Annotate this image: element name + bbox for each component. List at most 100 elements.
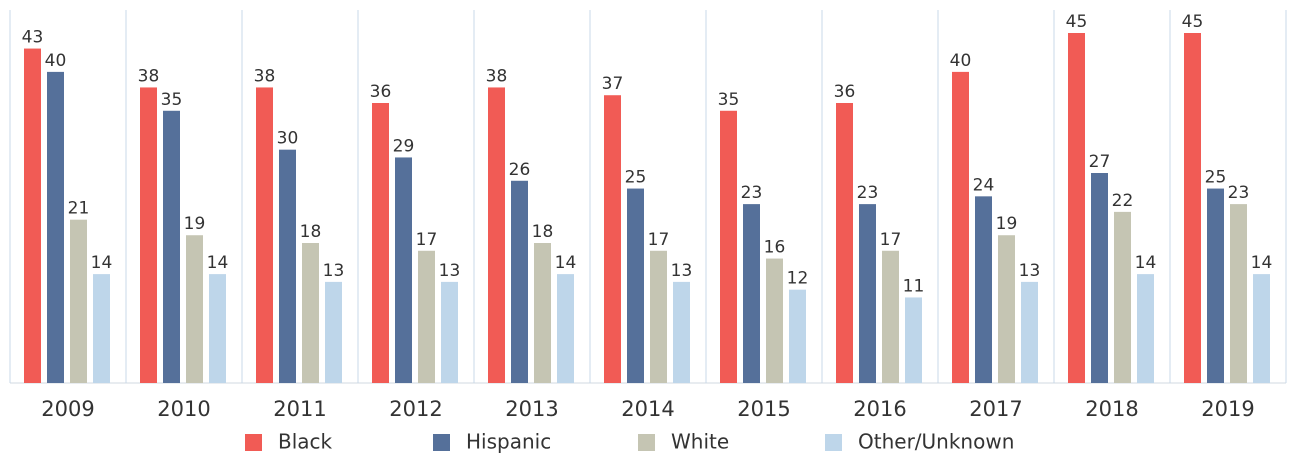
bar — [140, 87, 157, 383]
data-label: 24 — [973, 175, 995, 195]
x-tick-label: 2018 — [1085, 397, 1138, 421]
x-tick-label: 2011 — [273, 397, 326, 421]
data-label: 38 — [254, 66, 276, 86]
bar — [1230, 204, 1247, 383]
data-label: 18 — [300, 222, 322, 242]
data-label: 23 — [1228, 183, 1250, 203]
x-tick-label: 2019 — [1201, 397, 1254, 421]
bar — [952, 71, 969, 383]
bar — [209, 274, 226, 383]
bar — [627, 188, 644, 383]
x-tick-label: 2017 — [969, 397, 1022, 421]
bar — [836, 103, 853, 383]
data-label: 38 — [138, 66, 160, 86]
data-label: 30 — [277, 129, 299, 149]
x-tick-label: 2010 — [157, 397, 210, 421]
data-label: 35 — [718, 90, 740, 110]
bar — [395, 157, 412, 383]
x-tick-label: 2012 — [389, 397, 442, 421]
bar — [163, 110, 180, 384]
bar — [511, 180, 528, 383]
bar — [975, 196, 992, 383]
x-tick-label: 2014 — [621, 397, 674, 421]
data-label: 13 — [323, 261, 345, 281]
data-label: 35 — [161, 90, 183, 110]
x-tick-label: 2016 — [853, 397, 906, 421]
legend-label: Black — [278, 430, 333, 454]
legend-swatch — [245, 434, 262, 451]
bar — [1114, 211, 1131, 383]
bar — [372, 103, 389, 383]
data-label: 43 — [22, 28, 44, 48]
data-label: 17 — [648, 230, 670, 250]
bar — [1253, 274, 1270, 383]
bar — [47, 71, 64, 383]
bar — [93, 274, 110, 383]
legend-swatch — [433, 434, 450, 451]
data-label: 37 — [602, 74, 624, 94]
bar — [1021, 281, 1038, 383]
data-label: 25 — [625, 168, 647, 188]
data-label: 45 — [1182, 12, 1204, 32]
data-label: 16 — [764, 238, 786, 258]
data-label: 45 — [1066, 12, 1088, 32]
bar — [24, 48, 41, 384]
data-label: 13 — [1019, 261, 1041, 281]
bar — [720, 110, 737, 384]
data-label: 40 — [45, 51, 67, 71]
bar — [302, 243, 319, 383]
bar — [325, 281, 342, 383]
data-label: 13 — [671, 261, 693, 281]
data-label: 29 — [393, 136, 415, 156]
data-label: 14 — [1135, 253, 1157, 273]
bar — [441, 281, 458, 383]
data-label: 40 — [950, 51, 972, 71]
bar — [1137, 274, 1154, 383]
bar — [279, 149, 296, 383]
data-label: 14 — [555, 253, 577, 273]
legend-label: Other/Unknown — [858, 430, 1014, 454]
bar — [743, 204, 760, 383]
x-tick-label: 2015 — [737, 397, 790, 421]
data-label: 14 — [207, 253, 229, 273]
data-label: 36 — [370, 82, 392, 102]
bar — [604, 95, 621, 383]
data-label: 26 — [509, 160, 531, 180]
bar — [998, 235, 1015, 383]
bar — [488, 87, 505, 383]
data-label: 17 — [880, 230, 902, 250]
data-label: 22 — [1112, 191, 1134, 211]
bar — [650, 250, 667, 383]
legend-swatch — [638, 434, 655, 451]
legend-label: Hispanic — [466, 430, 551, 454]
data-label: 19 — [184, 214, 206, 234]
bar — [418, 250, 435, 383]
bar — [673, 281, 690, 383]
data-label: 12 — [787, 269, 809, 289]
bar — [766, 258, 783, 383]
data-label: 27 — [1089, 152, 1111, 172]
bar — [70, 219, 87, 383]
data-label: 23 — [741, 183, 763, 203]
bar — [557, 274, 574, 383]
data-label: 14 — [91, 253, 113, 273]
x-tick-label: 2013 — [505, 397, 558, 421]
bar — [859, 204, 876, 383]
data-label: 36 — [834, 82, 856, 102]
data-label: 21 — [68, 199, 90, 219]
bar — [905, 297, 922, 383]
data-label: 11 — [903, 276, 925, 296]
bar — [882, 250, 899, 383]
data-label: 23 — [857, 183, 879, 203]
bar — [789, 289, 806, 383]
legend-swatch — [825, 434, 842, 451]
legend-label: White — [671, 430, 729, 454]
data-label: 14 — [1251, 253, 1273, 273]
data-label: 38 — [486, 66, 508, 86]
bar — [1091, 173, 1108, 383]
bar — [1184, 33, 1201, 383]
data-label: 25 — [1205, 168, 1227, 188]
data-label: 13 — [439, 261, 461, 281]
bar — [1068, 33, 1085, 383]
